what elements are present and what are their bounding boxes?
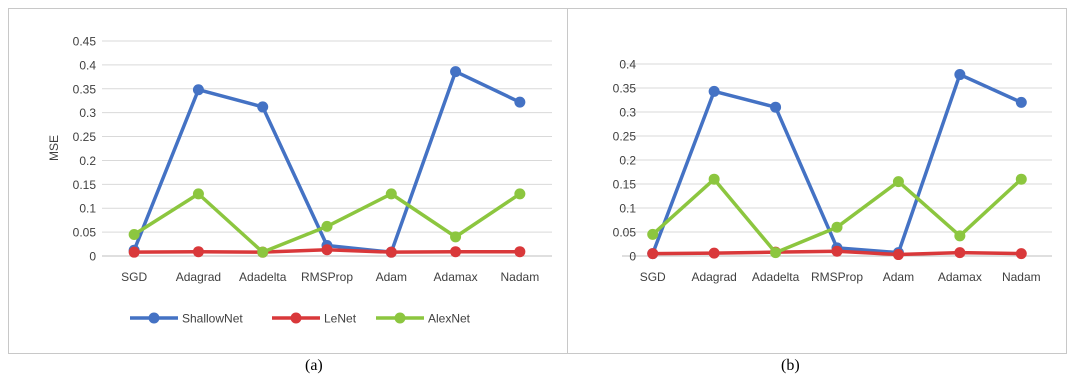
ytick-label-a-6: 0.3 xyxy=(79,106,96,120)
point-a-shallownet-5 xyxy=(450,66,462,78)
ytick-label-a-2: 0.1 xyxy=(79,202,96,216)
xtick-label-a-2: Adadelta xyxy=(239,270,287,284)
legend-marker-shallownet xyxy=(148,312,160,324)
point-b-alexnet-1 xyxy=(708,173,720,185)
point-a-shallownet-6 xyxy=(514,96,526,108)
legend-label-alexnet: AlexNet xyxy=(428,312,471,326)
point-a-alexnet-3 xyxy=(321,220,333,232)
ytick-label-a-5: 0.25 xyxy=(73,130,97,144)
ytick-label-b-6: 0.3 xyxy=(619,106,636,120)
point-a-shallownet-2 xyxy=(257,101,269,113)
ytick-label-b-8: 0.4 xyxy=(619,58,636,72)
ytick-label-a-3: 0.15 xyxy=(73,178,97,192)
xtick-label-b-0: SGD xyxy=(640,270,666,284)
point-b-shallownet-1 xyxy=(708,85,720,97)
legend-label-shallownet: ShallowNet xyxy=(182,312,243,326)
point-b-lenet-1 xyxy=(708,247,720,259)
ytick-label-b-2: 0.1 xyxy=(619,202,636,216)
ytick-label-b-1: 0.05 xyxy=(613,226,637,240)
point-b-shallownet-6 xyxy=(1015,96,1027,108)
xtick-label-a-3: RMSProp xyxy=(301,270,353,284)
point-b-alexnet-3 xyxy=(831,221,843,233)
point-b-shallownet-5 xyxy=(954,69,966,81)
point-a-lenet-4 xyxy=(385,246,397,258)
series-line-b-alexnet xyxy=(651,177,1023,255)
point-b-alexnet-2 xyxy=(770,247,782,259)
point-b-lenet-0 xyxy=(647,248,659,260)
xtick-label-b-6: Nadam xyxy=(1002,270,1041,284)
yaxis-label-a: MSE xyxy=(47,135,61,161)
xtick-label-a-6: Nadam xyxy=(501,270,540,284)
point-a-alexnet-0 xyxy=(128,229,140,240)
caption-a: (a) xyxy=(305,357,323,374)
ytick-label-b-0: 0 xyxy=(629,250,636,264)
point-a-alexnet-2 xyxy=(257,246,269,258)
xtick-label-a-5: Adamax xyxy=(434,270,478,284)
caption-b: (b) xyxy=(781,357,800,374)
ytick-label-a-4: 0.2 xyxy=(79,154,96,168)
point-a-alexnet-4 xyxy=(385,188,397,200)
legend-marker-alexnet xyxy=(394,312,406,324)
point-b-lenet-6 xyxy=(1015,248,1027,260)
ytick-label-b-5: 0.25 xyxy=(613,130,637,144)
xtick-label-b-5: Adamax xyxy=(938,270,982,284)
ytick-label-a-8: 0.4 xyxy=(79,58,96,72)
point-b-alexnet-5 xyxy=(954,230,966,242)
point-a-shallownet-1 xyxy=(192,84,204,96)
point-b-alexnet-0 xyxy=(647,228,659,240)
ytick-label-a-9: 0.45 xyxy=(73,35,97,49)
ytick-label-a-7: 0.35 xyxy=(73,82,97,96)
xtick-label-b-2: Adadelta xyxy=(752,270,800,284)
point-b-lenet-4 xyxy=(892,249,904,261)
ytick-label-b-3: 0.15 xyxy=(613,178,637,192)
point-a-lenet-3 xyxy=(321,244,333,256)
point-b-shallownet-2 xyxy=(770,101,782,113)
ytick-label-b-4: 0.2 xyxy=(619,154,636,168)
point-a-alexnet-5 xyxy=(450,231,462,243)
xtick-label-b-4: Adam xyxy=(883,270,914,284)
point-b-lenet-5 xyxy=(954,247,966,259)
point-b-alexnet-6 xyxy=(1015,173,1027,185)
xtick-label-a-4: Adam xyxy=(376,270,407,284)
panel-divider xyxy=(567,8,568,354)
ytick-label-a-0: 0 xyxy=(89,250,96,264)
xtick-label-a-0: SGD xyxy=(121,270,147,284)
point-b-lenet-3 xyxy=(831,245,843,257)
legend-label-lenet: LeNet xyxy=(324,312,357,326)
legend-marker-lenet xyxy=(290,312,302,324)
point-a-alexnet-1 xyxy=(192,188,204,200)
figure-frame xyxy=(8,8,1067,354)
point-a-alexnet-6 xyxy=(514,188,526,200)
ytick-label-a-1: 0.05 xyxy=(73,226,97,240)
ytick-label-b-7: 0.35 xyxy=(613,82,637,96)
xtick-label-a-1: Adagrad xyxy=(176,270,221,284)
point-a-lenet-0 xyxy=(128,246,140,258)
point-a-lenet-6 xyxy=(514,246,526,258)
xtick-label-b-1: Adagrad xyxy=(691,270,736,284)
point-a-lenet-1 xyxy=(192,246,204,258)
point-b-alexnet-4 xyxy=(892,176,904,188)
point-a-lenet-5 xyxy=(450,246,462,258)
xtick-label-b-3: RMSProp xyxy=(811,270,863,284)
